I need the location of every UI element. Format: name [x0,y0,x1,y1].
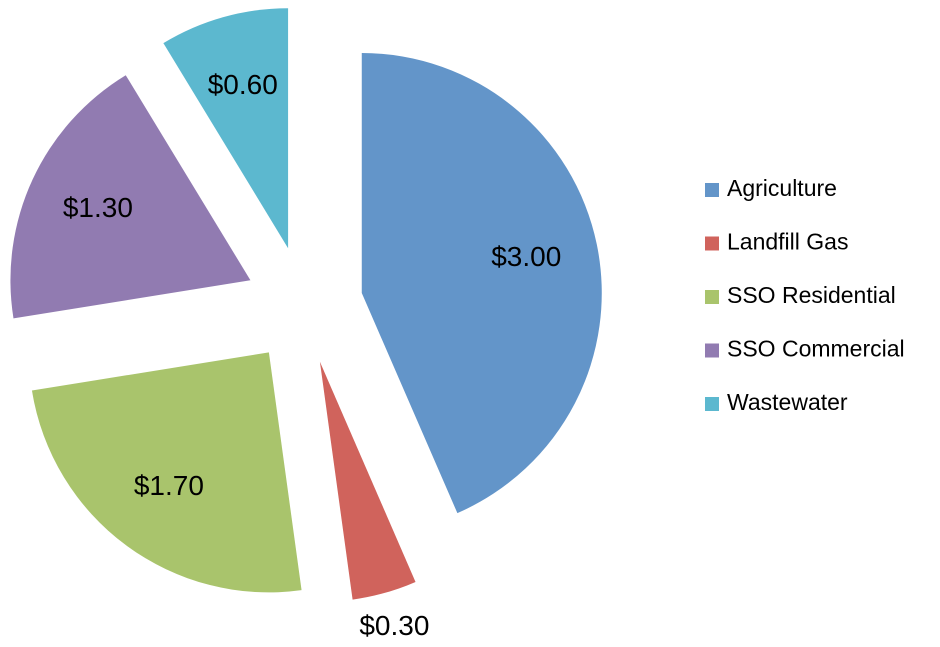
legend-swatch [705,343,719,358]
value-label: $1.30 [63,192,133,223]
value-label: $3.00 [491,241,561,272]
value-label: $1.70 [134,470,204,501]
pie-slice [361,52,602,514]
legend-swatch [705,236,719,251]
legend-label: Agriculture [727,175,837,201]
value-label: $0.30 [359,610,429,641]
legend-label: Wastewater [727,389,848,415]
legend-label: SSO Commercial [727,336,905,362]
legend-swatch [705,290,719,304]
legend-label: SSO Residential [727,282,896,308]
value-label: $0.60 [208,69,278,100]
pie-slice [10,75,251,319]
legend-swatch [705,397,719,411]
pie-slice [319,361,416,600]
legend-label: Landfill Gas [727,229,848,255]
pie-slice [163,8,289,249]
pie-slice [31,352,302,593]
legend-swatch [705,183,719,197]
